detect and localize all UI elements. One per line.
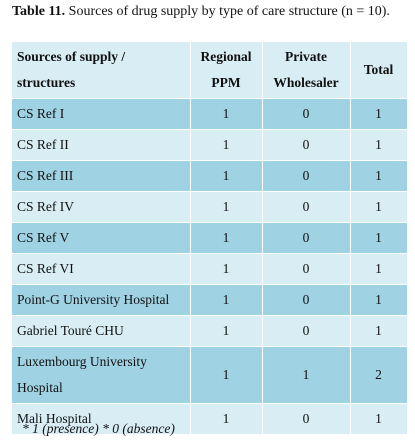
table-row: Point-G University Hospital 1 0 1 xyxy=(12,284,408,316)
cell: 1 xyxy=(190,98,263,130)
table: Sources of supply / structures Regional P… xyxy=(12,42,408,435)
cell: 1 xyxy=(190,191,263,223)
cell: 1 xyxy=(190,403,263,435)
cell: 1 xyxy=(190,222,263,254)
row-label: Gabriel Touré CHU xyxy=(12,315,191,347)
table-row: Mali Hospital 1 0 1 xyxy=(12,403,408,435)
footnote: * 1 (presence) * 0 (absence) xyxy=(22,421,175,436)
cell: 1 xyxy=(350,98,408,130)
cell: 2 xyxy=(350,346,408,404)
cell: 0 xyxy=(262,222,351,254)
cell: 0 xyxy=(262,284,351,316)
caption-text: Sources of drug supply by type of care s… xyxy=(68,4,390,19)
cell: 1 xyxy=(350,284,408,316)
cell: 1 xyxy=(350,253,408,285)
cell: 1 xyxy=(350,191,408,223)
row-label: Luxembourg University Hospital xyxy=(12,346,191,404)
cell: 0 xyxy=(262,403,351,435)
cell: 0 xyxy=(262,253,351,285)
column-header: Regional PPM xyxy=(190,42,263,99)
cell: 1 xyxy=(262,346,351,404)
cell: 1 xyxy=(350,222,408,254)
cell: 0 xyxy=(262,129,351,161)
cell: 1 xyxy=(350,129,408,161)
cell: 1 xyxy=(190,129,263,161)
cell: 0 xyxy=(262,191,351,223)
cell: 1 xyxy=(190,284,263,316)
column-header: Total xyxy=(350,42,408,99)
cell: 1 xyxy=(350,315,408,347)
column-header: Private Wholesaler xyxy=(262,42,351,99)
cell: 1 xyxy=(190,315,263,347)
caption: Table 11. Sources of drug supply by type… xyxy=(12,3,407,20)
row-label: CS Ref IV xyxy=(12,191,191,223)
cell: 1 xyxy=(190,160,263,192)
table-body: CS Ref I 1 0 1 CS Ref II 1 0 1 CS Ref III 1 0 1 CS R… xyxy=(12,98,408,435)
table-row: Gabriel Touré CHU 1 0 1 xyxy=(12,315,408,347)
cell: 1 xyxy=(190,253,263,285)
row-label: CS Ref II xyxy=(12,129,191,161)
table-row: CS Ref VI 1 0 1 xyxy=(12,253,408,285)
table-row: Luxembourg University Hospital 1 1 2 xyxy=(12,346,408,404)
row-label: CS Ref III xyxy=(12,160,191,192)
table-row: CS Ref II 1 0 1 xyxy=(12,129,408,161)
cell: 0 xyxy=(262,315,351,347)
table-row: CS Ref IV 1 0 1 xyxy=(12,191,408,223)
column-header: Sources of supply / structures xyxy=(12,42,191,99)
row-label: Mali Hospital xyxy=(12,403,191,435)
cell: 0 xyxy=(262,160,351,192)
cell: 0 xyxy=(262,98,351,130)
row-label: CS Ref I xyxy=(12,98,191,130)
caption-label: Table 11. xyxy=(12,4,66,19)
cell: 1 xyxy=(350,403,408,435)
header-row: Sources of supply / structures Regional P… xyxy=(12,42,408,99)
row-label: CS Ref V xyxy=(12,222,191,254)
cell: 1 xyxy=(350,160,408,192)
row-label: CS Ref VI xyxy=(12,253,191,285)
table-row: CS Ref III 1 0 1 xyxy=(12,160,408,192)
cell: 1 xyxy=(190,346,263,404)
row-label: Point-G University Hospital xyxy=(12,284,191,316)
